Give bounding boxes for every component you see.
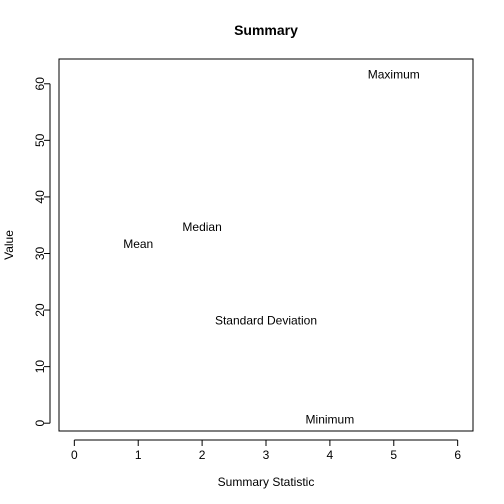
point-label: Median [182, 220, 221, 234]
x-tick-label: 3 [263, 448, 270, 462]
point-label: Standard Deviation [215, 314, 317, 328]
x-tick-label: 5 [390, 448, 397, 462]
y-tick-label: 0 [33, 420, 47, 427]
x-tick-label: 1 [135, 448, 142, 462]
point-label: Maximum [368, 67, 420, 81]
x-tick-label: 6 [454, 448, 461, 462]
y-tick-label: 20 [33, 303, 47, 317]
y-tick-label: 60 [33, 77, 47, 91]
x-tick-label: 2 [199, 448, 206, 462]
x-axis-label: Summary Statistic [218, 475, 315, 489]
point-label: Mean [123, 237, 153, 251]
x-tick-label: 4 [327, 448, 334, 462]
chart-title: Summary [234, 22, 298, 38]
y-tick-label: 30 [33, 246, 47, 260]
plot-frame [58, 58, 474, 432]
data-labels: Mean Median Standard Deviation Minimum Maxim… [123, 67, 420, 426]
x-axis: 0 1 2 3 4 5 6 [71, 439, 461, 462]
y-axis: 0 10 20 30 40 50 60 [33, 77, 51, 427]
y-tick-label: 40 [33, 190, 47, 204]
y-tick-label: 10 [33, 360, 47, 374]
point-label: Minimum [306, 413, 355, 427]
x-tick-label: 0 [71, 448, 78, 462]
y-tick-label: 50 [33, 133, 47, 147]
y-axis-label: Value [2, 230, 16, 260]
